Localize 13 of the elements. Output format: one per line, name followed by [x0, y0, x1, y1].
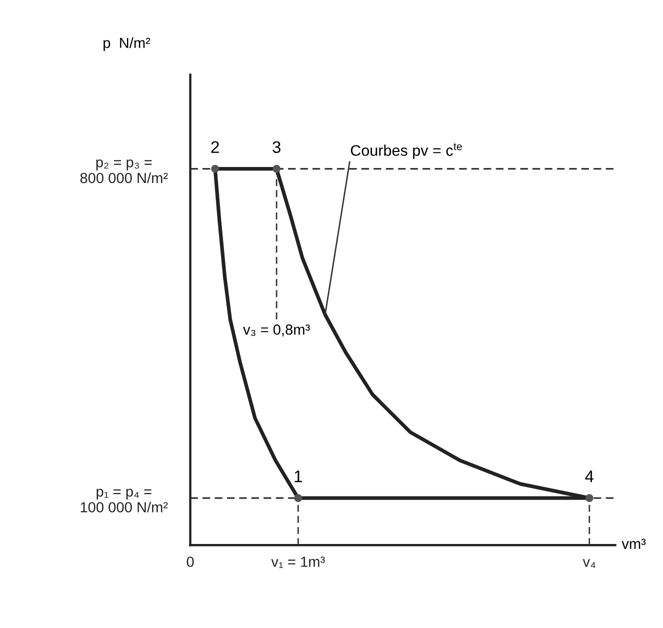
- annotation: 4: [585, 470, 594, 482]
- y-tick-label: p₂ = p₃ = 800 000 N/m²: [80, 159, 168, 184]
- y-tick-label: p₁ = p₄ = 100 000 N/m²: [80, 488, 168, 512]
- x-tick-label: 0: [186, 556, 194, 567]
- x-axis-title: vm³: [622, 538, 646, 549]
- annotation: 2: [211, 141, 219, 153]
- y-axis-title: p N/m²: [104, 37, 150, 51]
- x-tick-label: v₄: [582, 559, 596, 568]
- ref-line-label: v₃ = 0,8m³: [243, 324, 310, 336]
- annotation: 1: [294, 470, 302, 482]
- annotation: 3: [272, 141, 280, 154]
- annotation: Courbes pv = c$^{te}$: [350, 143, 462, 159]
- x-tick-label: v₁ = 1m³: [271, 556, 325, 568]
